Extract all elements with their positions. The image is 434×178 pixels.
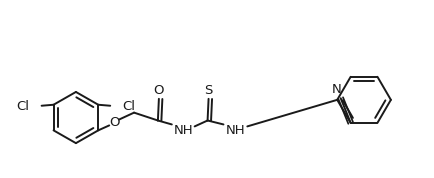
Text: S: S (204, 85, 213, 98)
Text: N: N (332, 83, 342, 96)
Text: O: O (109, 116, 119, 129)
Text: NH: NH (226, 124, 245, 137)
Text: Cl: Cl (122, 100, 135, 113)
Text: NH: NH (174, 124, 194, 137)
Text: Cl: Cl (16, 100, 30, 113)
Text: O: O (154, 85, 164, 98)
